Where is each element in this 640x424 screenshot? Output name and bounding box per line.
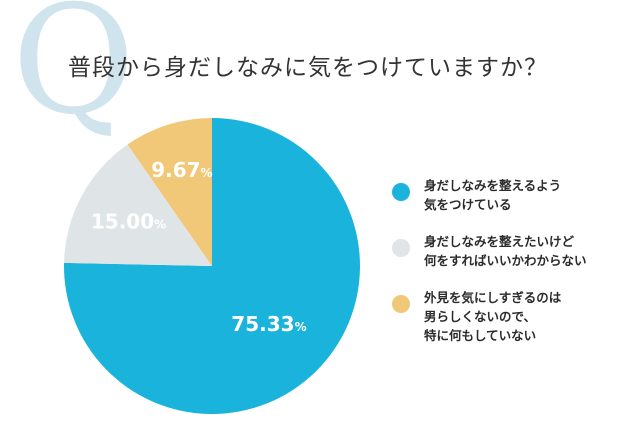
pie-label-0: 75.33% [231, 312, 306, 336]
legend-swatch-nothing [392, 295, 410, 313]
legend-label-nothing: 外見を気にしすぎるのは 男らしくないので、 特に何もしていない [424, 290, 562, 343]
legend-item-nothing: 外見を気にしすぎるのは 男らしくないので、 特に何もしていない [392, 288, 632, 345]
legend-item-unsure: 身だしなみを整えたいけど 何をすればいいかわからない [392, 232, 632, 270]
legend-label-aware: 身だしなみを整えるよう 気をつけている [424, 178, 562, 212]
legend: 身だしなみを整えるよう 気をつけている 身だしなみを整えたいけど 何をすればいい… [392, 176, 632, 363]
legend-label-unsure: 身だしなみを整えたいけど 何をすればいいかわからない [424, 234, 587, 268]
legend-item-aware: 身だしなみを整えるよう 気をつけている [392, 176, 632, 214]
pie-slice-1 [64, 144, 212, 266]
legend-swatch-aware [392, 183, 410, 201]
chart-title: 普段から身だしなみに気をつけていますか？ [68, 55, 548, 81]
pie-slice-2 [127, 118, 212, 266]
decorative-q-letter: Q [12, 0, 135, 148]
legend-swatch-unsure [392, 239, 410, 257]
pie-label-1: 15.00% [91, 209, 166, 233]
